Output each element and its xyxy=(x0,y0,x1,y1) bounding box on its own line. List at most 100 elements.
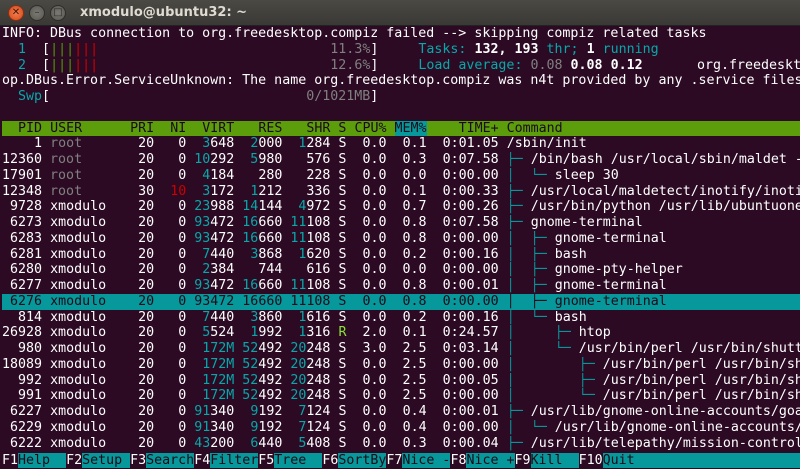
value-high-digits: 3 xyxy=(202,136,211,152)
ni-cell: 10 xyxy=(170,183,187,199)
table-row[interactable]: 9728 xmodulo 20 0 23988 14144 4972 S 0.0… xyxy=(2,199,800,215)
table-row[interactable]: 6273 xmodulo 20 0 93472 16660 11108 S 0.… xyxy=(2,215,800,231)
column-pid-header[interactable]: PID xyxy=(2,121,42,136)
user-cell: xmodulo xyxy=(50,199,107,215)
table-row[interactable]: 814 xmodulo 20 0 7440 3860 1616 S 0.0 0.… xyxy=(2,310,800,326)
column-ni-header[interactable]: NI xyxy=(162,121,186,136)
table-row[interactable]: 6229 xmodulo 20 0 91340 9192 7124 S 0.0 … xyxy=(2,420,800,436)
mem-cell: 0.3 xyxy=(402,435,427,451)
ni-cell: 0 xyxy=(178,325,187,341)
column-res-header[interactable]: RES xyxy=(242,121,282,136)
function-key-f7[interactable]: F7Nice - xyxy=(386,453,451,468)
value-low-digits: 972 xyxy=(306,199,331,215)
table-row[interactable]: 992 xmodulo 20 0 172M 52492 20248 S 0.0 … xyxy=(2,373,800,389)
virt-cell: 172M xyxy=(202,388,234,403)
close-button[interactable]: ✕ xyxy=(8,4,24,21)
column-pri-header[interactable]: PRI xyxy=(130,121,154,136)
table-row[interactable]: 26928 xmodulo 20 0 5524 1992 1316 R 2.0 … xyxy=(2,325,800,341)
value-high-digits: 14 xyxy=(242,199,259,215)
table-row[interactable]: 1 root 20 0 3648 2000 1284 S 0.0 0.1 0:0… xyxy=(2,136,800,152)
info-message: INFO: DBus connection to org.freedesktop… xyxy=(2,26,707,41)
table-row[interactable]: 6222 xmodulo 20 0 43200 6440 5408 S 0.0 … xyxy=(2,436,800,452)
function-key-f3[interactable]: F3Search xyxy=(130,453,195,468)
tree-branch: ├─ xyxy=(506,152,531,167)
tree-branch: │ ├─ xyxy=(506,325,579,341)
table-row[interactable]: 6283 xmodulo 20 0 93472 16660 11108 S 0.… xyxy=(2,231,800,247)
value-high-digits: 7 xyxy=(202,246,211,262)
pid-cell: 6277 xyxy=(10,278,43,293)
virt-cell: 23988 xyxy=(194,199,234,214)
tree-branch: │ ├─ xyxy=(506,278,555,293)
function-key-f5[interactable]: F5Tree xyxy=(258,453,323,468)
mem-cell: 0.7 xyxy=(402,199,427,215)
table-row[interactable]: 6280 xmodulo 20 0 2384 744 616 S 0.0 0.0… xyxy=(2,262,800,278)
column-shr-header[interactable]: SHR xyxy=(290,121,330,136)
shr-cell: 228 xyxy=(306,168,330,183)
time-cell: 0:03.14 xyxy=(442,341,499,356)
function-key-f10[interactable]: F10Quit xyxy=(579,453,800,468)
s-cell: S xyxy=(338,136,347,152)
user-cell: xmodulo xyxy=(50,246,107,262)
table-row[interactable]: 6227 xmodulo 20 0 91340 9192 7124 S 0.0 … xyxy=(2,404,800,420)
function-key-f9[interactable]: F9Kill xyxy=(515,453,579,468)
value-high-digits: 4 xyxy=(202,167,211,183)
value-high-digits: 52 xyxy=(242,341,259,356)
time-cell: 0:00.01 xyxy=(442,404,499,419)
function-key-code: F4 xyxy=(194,453,211,468)
mem-cell: 0.1 xyxy=(402,183,427,199)
command-cell: /usr/bin/perl /usr/bin/shu xyxy=(602,388,800,404)
mem-cell: 0.4 xyxy=(402,419,427,435)
time-cell: 0:00.05 xyxy=(442,372,499,388)
time-cell: 0:07.58 xyxy=(442,152,499,167)
function-key-f2[interactable]: F2Setup xyxy=(66,453,131,468)
function-key-label: Kill xyxy=(530,453,563,468)
table-row[interactable]: 12348 root 30 10 3172 1212 336 S 0.0 0.1… xyxy=(2,184,800,200)
res-cell: 744 xyxy=(258,262,282,277)
s-cell: S xyxy=(338,372,347,388)
function-key-f1[interactable]: F1Help xyxy=(2,453,67,468)
column-cpu-header[interactable]: CPU% xyxy=(354,121,386,136)
res-cell: 16660 xyxy=(242,294,282,309)
value-high-digits: 20 xyxy=(290,388,307,404)
table-row[interactable]: 991 xmodulo 20 0 172M 52492 20248 S 0.0 … xyxy=(2,388,800,404)
table-row[interactable]: 12360 root 20 0 10292 5980 576 S 0.0 0.3… xyxy=(2,152,800,168)
pri-cell: 20 xyxy=(138,293,155,309)
value-high-digits: 11 xyxy=(290,293,307,309)
s-cell: S xyxy=(338,404,347,419)
pid-cell: 991 xyxy=(18,388,43,404)
value-high-digits: 20 xyxy=(290,341,307,356)
table-row[interactable]: 980 xmodulo 20 0 172M 52492 20248 S 3.0 … xyxy=(2,341,800,357)
value-high-digits: 43 xyxy=(194,435,211,451)
column-virt-header[interactable]: VIRT xyxy=(194,121,234,136)
function-key-code: F10 xyxy=(578,453,603,468)
terminal[interactable]: INFO: DBus connection to org.freedesktop… xyxy=(2,26,800,451)
table-row[interactable]: 18089 xmodulo 20 0 172M 52492 20248 S 0.… xyxy=(2,357,800,373)
table-row[interactable]: 17901 root 20 0 4184 280 228 S 0.0 0.0 0… xyxy=(2,168,800,184)
value-low-digits: 492 xyxy=(258,388,283,404)
s-cell: S xyxy=(338,262,347,278)
column-time-header[interactable]: TIME+ xyxy=(435,121,499,136)
minimize-button[interactable]: – xyxy=(29,4,45,21)
function-key-f4[interactable]: F4Filter xyxy=(194,453,259,468)
value-low-digits: 124 xyxy=(306,419,331,435)
tree-branch: ├─ xyxy=(506,199,531,215)
function-key-f6[interactable]: F6SortBy xyxy=(322,453,387,468)
user-cell: xmodulo xyxy=(50,215,107,230)
function-key-label: Quit xyxy=(602,453,635,468)
maximize-button[interactable]: □ xyxy=(50,4,66,21)
function-key-f8[interactable]: F8Nice + xyxy=(450,453,515,468)
value-low-digits: 212 xyxy=(258,183,283,199)
table-row[interactable]: 6281 xmodulo 20 0 7440 3868 1620 S 0.0 0… xyxy=(2,247,800,263)
value-high-digits: 11 xyxy=(290,230,307,246)
process-list[interactable]: 1 root 20 0 3648 2000 1284 S 0.0 0.1 0:0… xyxy=(2,136,800,451)
mem-cell: 0.8 xyxy=(402,215,427,230)
column-s-header[interactable]: S xyxy=(338,121,346,136)
column-user-header[interactable]: USER xyxy=(50,121,122,136)
table-row-selected[interactable]: 6276 xmodulo 20 0 93472 16660 11108 S 0.… xyxy=(2,293,800,310)
table-row[interactable]: 6277 xmodulo 20 0 93472 16660 11108 S 0.… xyxy=(2,278,800,294)
column-command-header[interactable]: Command xyxy=(507,121,563,136)
command-cell: /usr/local/maldetect/inotify/inotif xyxy=(530,183,800,199)
ni-cell: 0 xyxy=(178,404,187,419)
pid-cell: 6276 xyxy=(10,293,43,309)
column-mem-header[interactable]: MEM% xyxy=(394,120,427,136)
